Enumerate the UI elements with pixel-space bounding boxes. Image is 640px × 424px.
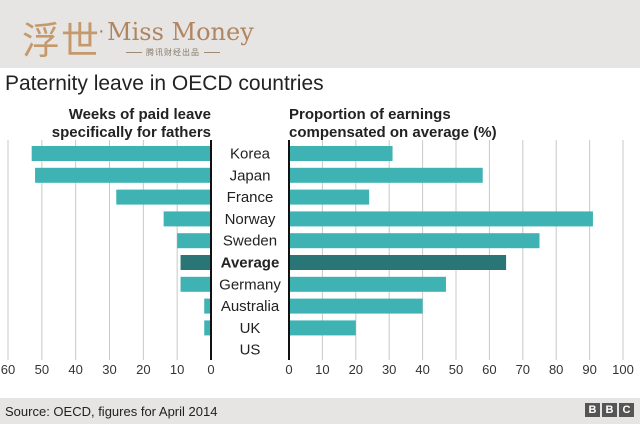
right-tick-label: 0 bbox=[285, 362, 292, 377]
right-panel-title-line1: Proportion of earnings bbox=[289, 106, 451, 123]
logo-tagline: 腾讯财经出品 bbox=[122, 47, 224, 58]
category-label: Japan bbox=[230, 167, 271, 184]
left-panel-title: Weeks of paid leave specifically for fat… bbox=[0, 106, 211, 142]
left-tick-label: 20 bbox=[136, 362, 150, 377]
category-label: Norway bbox=[225, 211, 276, 228]
right-tick-label: 100 bbox=[612, 362, 634, 377]
right-bar-average bbox=[289, 255, 507, 270]
category-label: Germany bbox=[219, 276, 281, 293]
bbc-letter: C bbox=[619, 403, 634, 417]
category-label: UK bbox=[240, 320, 261, 337]
right-bar-germany bbox=[289, 276, 446, 292]
left-tick-label: 50 bbox=[35, 362, 49, 377]
right-tick-label: 30 bbox=[382, 362, 396, 377]
right-bar-norway bbox=[289, 211, 593, 227]
chart-title: Paternity leave in OECD countries bbox=[5, 72, 324, 95]
right-tick-label: 50 bbox=[449, 362, 463, 377]
right-bar-australia bbox=[289, 298, 423, 314]
right-bar-japan bbox=[289, 167, 483, 183]
left-bar-uk bbox=[204, 320, 211, 336]
right-tick-label: 10 bbox=[315, 362, 329, 377]
left-bar-germany bbox=[180, 276, 211, 292]
right-panel-title: Proportion of earnings compensated on av… bbox=[289, 106, 589, 142]
left-bar-korea bbox=[31, 146, 211, 161]
left-bar-sweden bbox=[177, 233, 211, 249]
bbc-logo: B B C bbox=[585, 403, 634, 417]
right-tick-label: 20 bbox=[349, 362, 363, 377]
logo-wordmark: Miss Money bbox=[107, 18, 254, 46]
bbc-letter: B bbox=[602, 403, 617, 417]
category-label: Sweden bbox=[223, 233, 277, 250]
left-bar-norway bbox=[163, 211, 211, 227]
left-bar-japan bbox=[35, 167, 211, 183]
left-panel-title-line2: specifically for fathers bbox=[51, 124, 211, 141]
right-panel-title-line2: compensated on average (%) bbox=[289, 124, 497, 141]
bbc-letter: B bbox=[585, 403, 600, 417]
category-label: Australia bbox=[221, 298, 280, 315]
right-bar-korea bbox=[289, 146, 393, 161]
paternity-leave-chart: Korea Japan France Norway Sweden Average Germa… bbox=[1, 140, 634, 377]
source-note: Source: OECD, figures for April 2014 bbox=[5, 404, 218, 419]
right-tick-label: 40 bbox=[415, 362, 429, 377]
left-tick-label: 0 bbox=[207, 362, 214, 377]
right-bar-france bbox=[289, 189, 370, 205]
footer-bar bbox=[0, 398, 640, 424]
left-tick-label: 60 bbox=[1, 362, 15, 377]
right-bar-sweden bbox=[289, 233, 540, 249]
left-tick-label: 30 bbox=[102, 362, 116, 377]
logo-separator: · bbox=[98, 20, 105, 42]
header-bar: 浮世 · Miss Money 腾讯财经出品 bbox=[0, 0, 640, 68]
right-tick-label: 70 bbox=[516, 362, 530, 377]
left-tick-label: 10 bbox=[170, 362, 184, 377]
category-label: Average bbox=[221, 255, 280, 272]
right-tick-label: 80 bbox=[549, 362, 563, 377]
logo-script: 浮世 bbox=[22, 19, 101, 63]
left-panel-title-line1: Weeks of paid leave bbox=[68, 106, 211, 123]
right-bar-uk bbox=[289, 320, 356, 336]
left-bar-france bbox=[116, 189, 211, 205]
category-label: US bbox=[240, 342, 261, 359]
left-tick-label: 40 bbox=[68, 362, 82, 377]
right-tick-label: 90 bbox=[582, 362, 596, 377]
left-bar-australia bbox=[204, 298, 211, 314]
right-tick-label: 60 bbox=[482, 362, 496, 377]
category-label: France bbox=[227, 189, 274, 206]
left-bar-average bbox=[180, 255, 211, 270]
category-label: Korea bbox=[230, 146, 271, 163]
